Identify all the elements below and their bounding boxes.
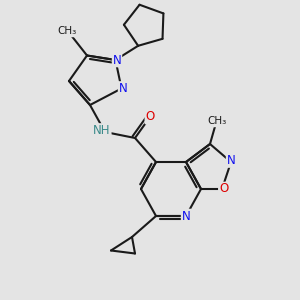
Text: NH: NH <box>93 124 111 137</box>
Text: N: N <box>182 209 190 223</box>
Text: N: N <box>226 154 236 167</box>
Text: O: O <box>146 110 154 124</box>
Text: O: O <box>219 182 228 196</box>
Text: CH₃: CH₃ <box>58 26 77 37</box>
Text: N: N <box>118 82 127 95</box>
Text: CH₃: CH₃ <box>208 116 227 127</box>
Text: N: N <box>112 53 122 67</box>
